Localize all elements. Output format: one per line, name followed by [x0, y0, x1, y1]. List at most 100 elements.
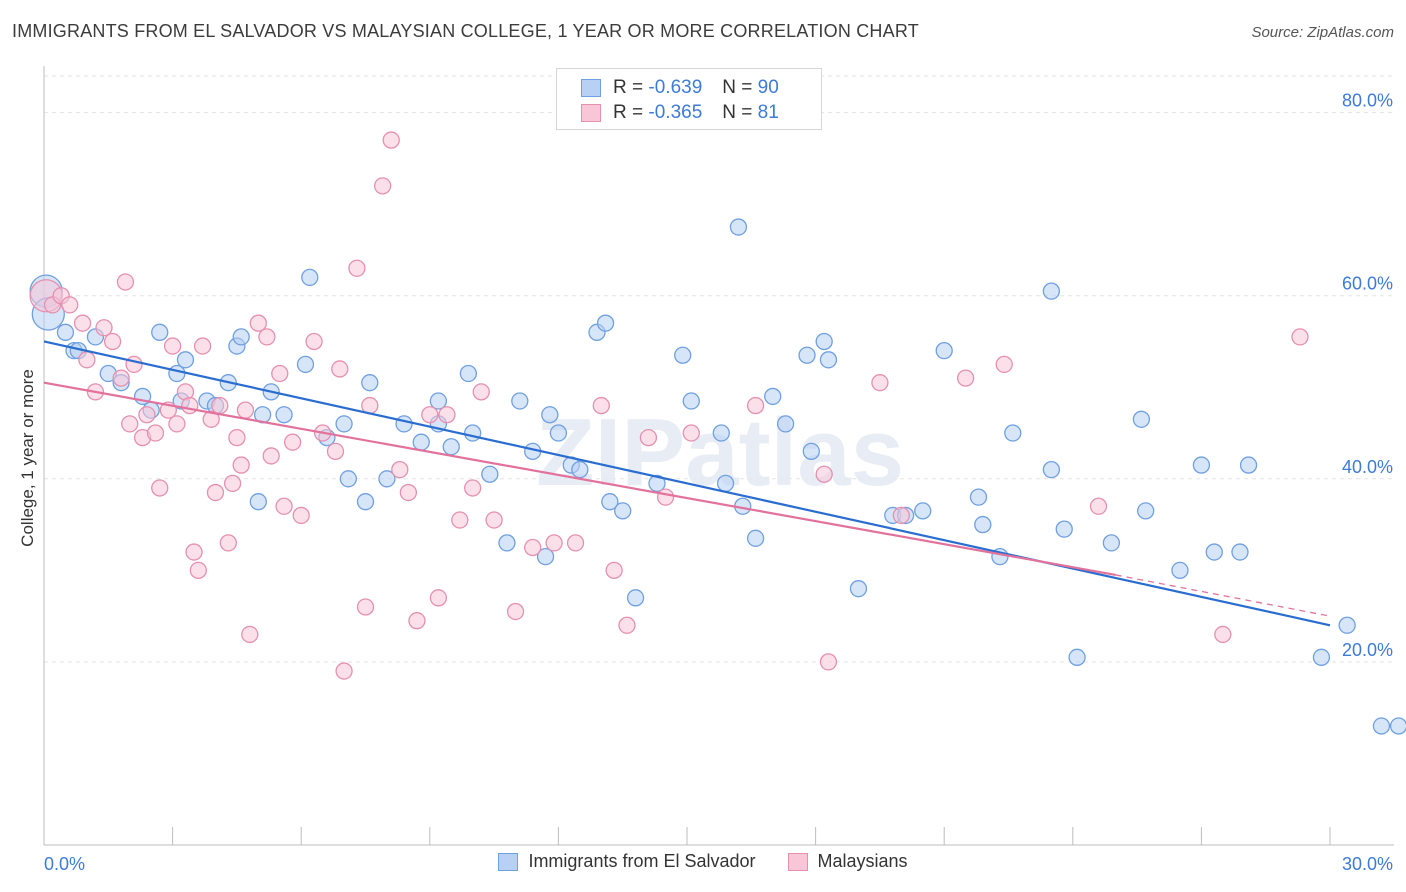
point-el-salvador [511, 392, 529, 410]
point-el-salvador [802, 442, 820, 460]
point-el-salvador [168, 364, 186, 383]
point-el-salvador [1137, 502, 1155, 520]
point-el-salvador [541, 406, 559, 424]
point-malaysian [373, 177, 392, 195]
point-malaysian [639, 428, 658, 447]
y-tick-label: 20.0% [1342, 640, 1393, 660]
point-el-salvador [571, 461, 589, 479]
point-malaysian [485, 511, 503, 529]
point-el-salvador [249, 493, 267, 511]
point-el-salvador [339, 470, 358, 488]
point-malaysian [249, 314, 267, 332]
point-el-salvador [1205, 543, 1223, 561]
legend-row-el-salvador: R = -0.639 N = 90 [581, 77, 779, 99]
point-el-salvador [716, 474, 735, 493]
series-legend: Immigrants from El Salvador Malaysians [0, 851, 1406, 872]
point-malaysian [95, 319, 113, 337]
point-el-salvador [395, 415, 413, 433]
point-malaysian [262, 447, 280, 465]
point-malaysian [125, 355, 143, 374]
point-el-salvador [1171, 561, 1189, 580]
point-el-salvador [596, 314, 615, 332]
point-el-salvador [1102, 534, 1121, 552]
point-malaysian [211, 396, 229, 415]
point-el-salvador [712, 424, 730, 442]
point-malaysian [871, 374, 889, 392]
point-malaysian [995, 355, 1013, 374]
point-malaysian [1089, 497, 1108, 515]
point-malaysian [408, 612, 426, 630]
point-el-salvador [648, 474, 666, 493]
correlation-legend: R = -0.639 N = 90 R = -0.365 N = 81 [556, 68, 822, 130]
point-el-salvador [1192, 456, 1211, 474]
point-el-salvador [412, 433, 430, 451]
point-malaysian [472, 383, 490, 401]
x-tick-label: 30.0% [1342, 854, 1393, 874]
trend-line-el-salvador [43, 340, 1331, 627]
point-malaysian [241, 625, 259, 644]
legend-n-label: N = [722, 102, 753, 123]
point-malaysian [421, 406, 439, 424]
point-el-salvador [361, 374, 379, 392]
axes [43, 66, 1394, 846]
point-el-salvador [746, 529, 765, 547]
point-malaysian [391, 461, 409, 479]
point-el-salvador [536, 547, 555, 566]
point-el-salvador [335, 415, 353, 433]
legend-row-malaysians: R = -0.365 N = 81 [581, 102, 779, 124]
point-malaysian [356, 598, 375, 616]
point-malaysian [138, 406, 156, 424]
point-malaysian [566, 534, 585, 552]
point-malaysian [545, 534, 563, 552]
point-malaysian [193, 337, 212, 355]
point-malaysian [228, 428, 246, 447]
point-el-salvador [674, 346, 692, 364]
point-malaysian [464, 479, 482, 497]
point-malaysian [605, 561, 623, 580]
point-malaysian [112, 369, 130, 387]
point-el-salvador [232, 328, 250, 346]
point-malaysian [121, 415, 139, 433]
point-malaysian [592, 396, 610, 415]
y-axis-title: College, 1 year or more [18, 369, 37, 547]
point-malaysian [682, 424, 700, 442]
point-malaysian [271, 364, 289, 383]
legend-n-value: 90 [757, 77, 779, 98]
point-el-salvador [849, 580, 868, 598]
legend-item-el-salvador[interactable]: Immigrants from El Salvador [498, 851, 756, 872]
y-tick-label: 60.0% [1342, 274, 1393, 294]
point-malaysian [151, 479, 169, 497]
point-malaysian [399, 483, 418, 502]
point-el-salvador [498, 534, 516, 552]
legend-swatch-blue [498, 852, 519, 871]
legend-item-malaysians[interactable]: Malaysians [787, 851, 908, 872]
point-malaysian [185, 543, 203, 561]
legend-r-value: -0.639 [648, 77, 703, 98]
point-el-salvador [442, 438, 460, 456]
point-el-salvador [1239, 456, 1258, 474]
legend-swatch-blue [581, 79, 601, 97]
legend-swatch-pink [787, 852, 808, 871]
point-el-salvador [682, 392, 700, 410]
point-malaysian [181, 396, 199, 415]
point-el-salvador [764, 387, 782, 406]
point-malaysian [438, 406, 456, 424]
point-malaysian [819, 653, 838, 671]
legend-n-label: N = [722, 77, 753, 98]
point-el-salvador [1372, 717, 1391, 735]
point-el-salvador [429, 392, 448, 410]
legend-r-value: -0.365 [648, 102, 703, 123]
point-el-salvador [549, 424, 568, 442]
point-el-salvador [776, 415, 795, 433]
trend-line-malaysians [43, 381, 1116, 577]
point-el-salvador [301, 268, 319, 287]
point-malaysian [746, 396, 765, 415]
legend-label: Immigrants from El Salvador [528, 851, 756, 871]
point-el-salvador [729, 218, 748, 236]
point-el-salvador [1312, 648, 1331, 666]
point-el-salvador [481, 465, 499, 483]
point-el-salvador [275, 406, 293, 424]
chart-title: IMMIGRANTS FROM EL SALVADOR VS MALAYSIAN… [12, 21, 919, 41]
legend-n-value: 81 [757, 102, 779, 123]
